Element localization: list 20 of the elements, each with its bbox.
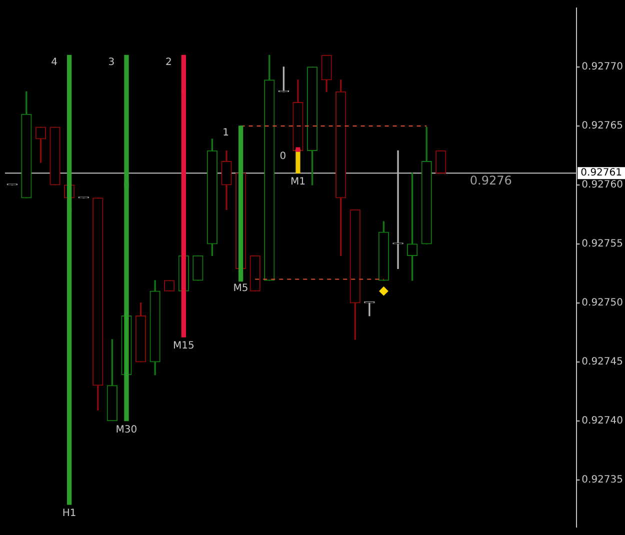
data-label: M30 [116,424,138,436]
y-tick-label: 0.92765 [582,120,624,132]
annotation: 3 [108,56,115,68]
ref-line-label: 0.92761 [580,168,622,179]
annotation: 0.9276 [470,173,512,188]
y-tick-label: 0.92755 [582,238,624,250]
y-tick-label: 0.92740 [582,415,624,426]
data-label: M1 [290,176,306,188]
annotation: 0 [280,151,286,162]
y-tick-label: 0.92750 [582,297,624,308]
y-tick-label: 0.92735 [582,474,624,486]
data-label: M15 [172,340,194,352]
y-tick-label: 0.92770 [582,62,624,73]
data-label: H1 [62,508,76,520]
y-tick-label: 0.92760 [582,180,624,191]
y-tick-label: 0.92745 [582,356,624,368]
data-label: M5 [233,282,248,294]
annotation: 1 [222,128,229,139]
annotation: 4 [51,56,58,68]
annotation: 2 [165,56,172,68]
